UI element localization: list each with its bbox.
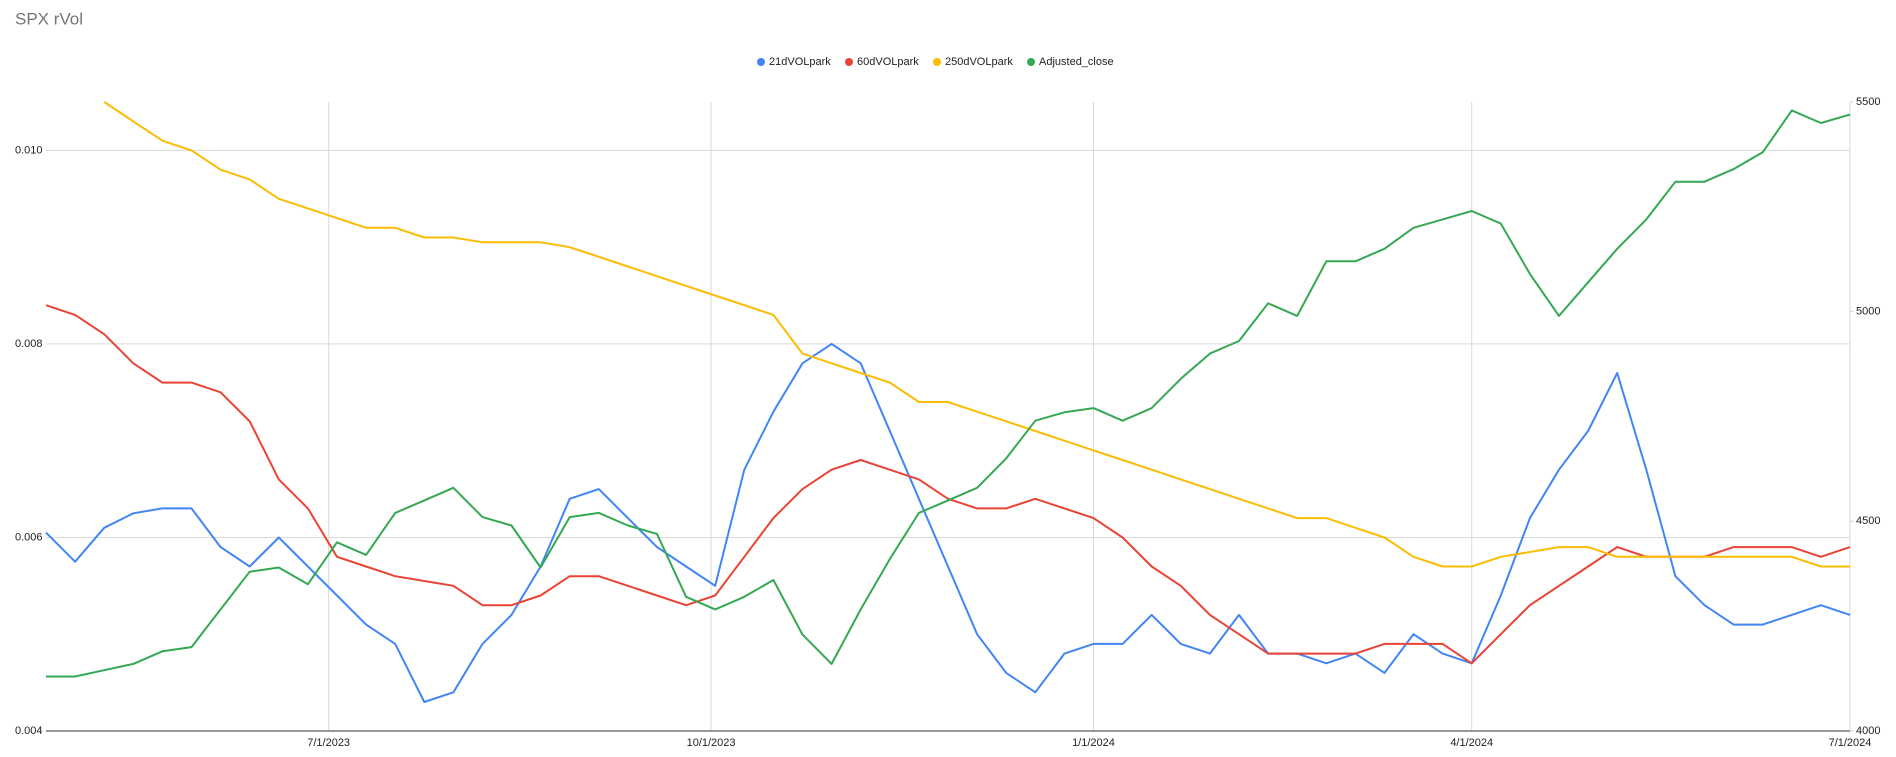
legend-label: 60dVOLpark: [857, 56, 919, 68]
x-tick-label: 7/1/2023: [307, 737, 350, 749]
series-line: [103, 101, 1850, 568]
x-tick-label: 1/1/2024: [1072, 737, 1115, 749]
y-tick-label: 0.004: [15, 725, 43, 737]
y-tick-label: 0.010: [15, 144, 43, 156]
y-tick-label: 0.006: [15, 531, 43, 543]
legend-swatch: [933, 58, 941, 66]
series-line: [46, 109, 1851, 678]
legend-swatch: [845, 58, 853, 66]
legend-label: Adjusted_close: [1039, 56, 1114, 68]
y-tick-label: 0.008: [15, 338, 43, 350]
series-line: [45, 304, 1851, 665]
legend-label: 250dVOLpark: [945, 56, 1013, 68]
legend-swatch: [757, 58, 765, 66]
chart-title: SPX rVol: [15, 9, 83, 28]
legend-label: 21dVOLpark: [769, 56, 831, 68]
x-tick-label: 10/1/2023: [687, 737, 736, 749]
y2-tick-label: 4500: [1856, 515, 1880, 527]
x-tick-label: 4/1/2024: [1450, 737, 1493, 749]
y2-tick-label: 5000: [1856, 306, 1880, 318]
legend-swatch: [1027, 58, 1035, 66]
y2-tick-label: 4000: [1856, 725, 1880, 737]
series-line: [45, 342, 1851, 703]
x-tick-label: 7/1/2024: [1829, 737, 1872, 749]
y2-tick-label: 5500: [1856, 96, 1880, 108]
